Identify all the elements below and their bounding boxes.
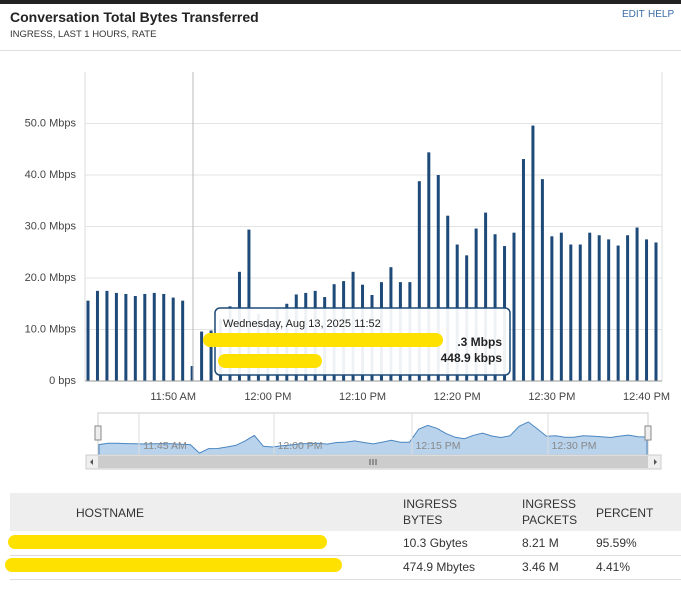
redaction bbox=[5, 558, 342, 572]
bar bbox=[417, 181, 421, 381]
row-divider bbox=[10, 579, 681, 580]
navigator-label: 12:00 PM bbox=[278, 440, 323, 452]
bar bbox=[436, 175, 440, 381]
table-cell: 8.21 M bbox=[522, 536, 559, 550]
bar bbox=[474, 228, 478, 381]
bar bbox=[171, 297, 175, 381]
navigator-handle[interactable] bbox=[644, 425, 652, 441]
bar bbox=[531, 125, 535, 381]
navigator-handle[interactable] bbox=[94, 425, 102, 441]
column-header[interactable]: INGRESS PACKETS bbox=[522, 497, 578, 527]
bar bbox=[521, 159, 525, 381]
y-tick-label: 20.0 Mbps bbox=[25, 272, 77, 284]
table-cell: 3.46 M bbox=[522, 560, 559, 574]
bar bbox=[200, 331, 204, 381]
y-tick-label: 40.0 Mbps bbox=[25, 169, 77, 181]
bar bbox=[616, 245, 620, 381]
redaction bbox=[218, 354, 322, 368]
bar bbox=[635, 227, 639, 381]
chart: 0 bps 10.0 Mbps 20.0 Mbps 30.0 Mbps 40.0 Mbp… bbox=[25, 72, 670, 470]
bar bbox=[143, 293, 147, 381]
tooltip-title: Wednesday, Aug 13, 2025 11:52 bbox=[223, 318, 381, 330]
help-link[interactable]: HELP bbox=[648, 9, 675, 20]
bar bbox=[512, 232, 516, 381]
bar bbox=[105, 290, 109, 381]
bar bbox=[152, 292, 156, 381]
edit-link[interactable]: EDIT bbox=[622, 9, 645, 20]
navigator-area bbox=[98, 421, 648, 456]
bar bbox=[578, 244, 582, 381]
y-tick-label: 30.0 Mbps bbox=[25, 220, 77, 232]
x-tick-label: 12:00 PM bbox=[244, 391, 291, 403]
column-header[interactable]: PERCENT bbox=[596, 506, 654, 520]
bar bbox=[86, 300, 90, 381]
redaction bbox=[203, 333, 443, 347]
bar bbox=[427, 152, 431, 381]
bar bbox=[190, 366, 194, 381]
bar bbox=[540, 179, 544, 381]
bar bbox=[588, 232, 592, 381]
x-tick-label: 12:10 PM bbox=[339, 391, 386, 403]
bar bbox=[607, 239, 611, 381]
bar bbox=[550, 236, 554, 381]
bar bbox=[95, 290, 99, 381]
separator bbox=[0, 50, 681, 51]
table-cell: 4.41% bbox=[596, 560, 631, 574]
x-tick-label: 12:40 PM bbox=[623, 391, 670, 403]
column-header[interactable]: INGRESS BYTES bbox=[403, 497, 458, 527]
column-header[interactable]: HOSTNAME bbox=[76, 506, 145, 520]
bar bbox=[133, 296, 137, 381]
panel-subtitle: INGRESS, LAST 1 HOURS, RATE bbox=[10, 29, 157, 40]
navigator-label: 12:15 PM bbox=[416, 440, 461, 452]
bar bbox=[114, 292, 118, 381]
bar bbox=[247, 229, 251, 381]
bar bbox=[446, 215, 450, 381]
bar bbox=[597, 235, 601, 381]
y-tick-label: 10.0 Mbps bbox=[25, 323, 77, 335]
bar bbox=[162, 293, 166, 381]
x-tick-label: 12:30 PM bbox=[528, 391, 575, 403]
top-bar bbox=[0, 0, 681, 4]
panel-title: Conversation Total Bytes Transferred bbox=[10, 9, 259, 25]
bar bbox=[645, 239, 649, 381]
table-cell: 474.9 Mbytes bbox=[403, 560, 476, 574]
table-header bbox=[10, 493, 681, 531]
bar bbox=[124, 293, 128, 381]
x-tick-label: 11:50 AM bbox=[150, 391, 196, 403]
navigator-label: 11:45 AM bbox=[143, 440, 187, 452]
scroll-grip bbox=[369, 459, 377, 465]
bar bbox=[654, 242, 658, 381]
y-tick-label: 0 bps bbox=[49, 375, 76, 387]
x-tick-label: 12:20 PM bbox=[434, 391, 481, 403]
navigator-label: 12:30 PM bbox=[552, 440, 597, 452]
bar bbox=[209, 330, 213, 381]
y-tick-label: 50.0 Mbps bbox=[25, 117, 77, 129]
table-cell: 95.59% bbox=[596, 536, 637, 550]
tooltip-value: 448.9 kbps bbox=[441, 351, 503, 365]
table-cell: 10.3 Gbytes bbox=[403, 536, 468, 550]
bar bbox=[559, 232, 563, 381]
tooltip-value: .3 Mbps bbox=[457, 335, 502, 349]
bar bbox=[626, 235, 630, 381]
bar bbox=[569, 244, 573, 381]
row-divider bbox=[10, 555, 681, 556]
redaction bbox=[8, 535, 327, 549]
bar bbox=[484, 212, 488, 381]
bar bbox=[181, 300, 185, 381]
